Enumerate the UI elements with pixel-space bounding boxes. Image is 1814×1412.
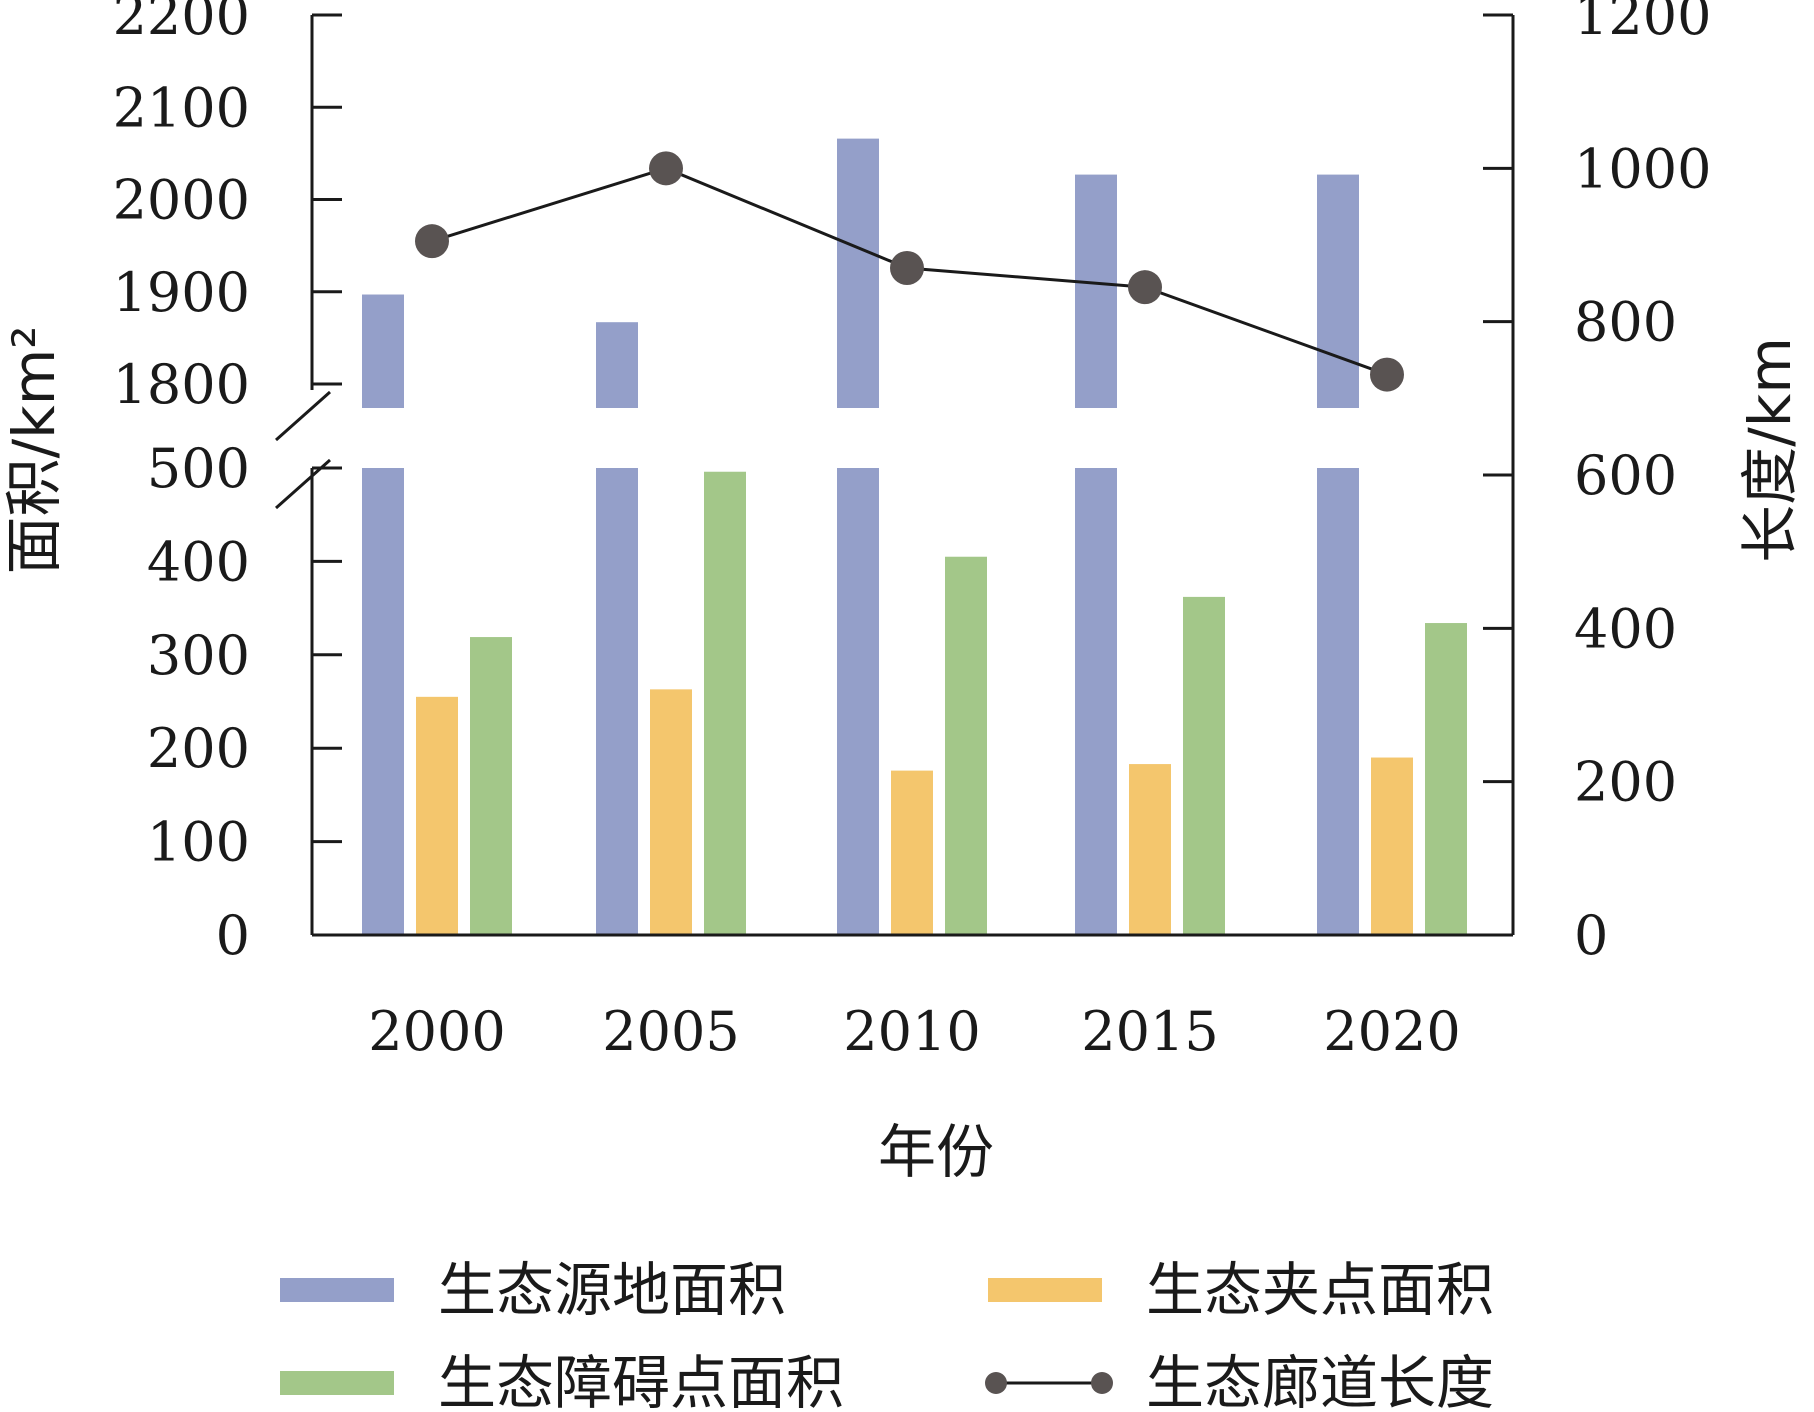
left-tick-label-2200: 2200	[113, 0, 250, 47]
left-tick-label-2000: 2000	[113, 169, 250, 232]
legend-swatch-0	[280, 1278, 394, 1302]
left-tick-label-500: 500	[147, 437, 250, 500]
bars-layer	[362, 138, 1467, 935]
right-tick-label-600: 600	[1574, 444, 1677, 507]
x-tick-label-2005: 2005	[602, 1000, 739, 1063]
line-point-2000	[415, 224, 449, 259]
bar-1-2020	[1371, 757, 1413, 935]
right-tick-label-1200: 1200	[1574, 0, 1711, 47]
bar-1-2000	[416, 696, 458, 935]
y-axis-title-left: 面积/km²	[0, 326, 68, 575]
legend-swatch-2	[280, 1371, 394, 1395]
right-tick-label-1000: 1000	[1574, 137, 1711, 200]
x-tick-label-2000: 2000	[368, 1000, 505, 1063]
x-tick-label-2010: 2010	[843, 1000, 980, 1063]
bar-0-2005-lower	[596, 468, 638, 935]
bar-1-2010	[891, 770, 933, 935]
bar-1-2005	[650, 689, 692, 935]
bar-2-2005	[704, 471, 746, 935]
legend-label-3: 生态廊道长度	[1146, 1349, 1494, 1412]
line-layer	[415, 151, 1404, 392]
bar-0-2020-lower	[1317, 468, 1359, 935]
legend-label-0: 生态源地面积	[438, 1256, 786, 1324]
bar-2-2000	[470, 637, 512, 935]
bar-0-2010-upper	[837, 138, 879, 409]
legend-label-2: 生态障碍点面积	[438, 1349, 844, 1412]
bar-0-2020-upper	[1317, 174, 1359, 408]
right-tick-label-0: 0	[1574, 904, 1608, 967]
left-tick-label-1800: 1800	[113, 353, 250, 416]
x-axis-title: 年份	[878, 1118, 994, 1186]
left-tick-label-400: 400	[147, 530, 250, 593]
legend-marker-start-3	[985, 1372, 1007, 1394]
left-tick-label-2100: 2100	[113, 76, 250, 139]
bar-1-2015	[1129, 764, 1171, 935]
right-tick-label-200: 200	[1574, 751, 1677, 814]
bar-0-2015-upper	[1075, 174, 1117, 408]
legend-marker-end-3	[1091, 1372, 1113, 1394]
y-axis-title-right: 长度/km	[1736, 337, 1804, 563]
line-point-2010	[890, 251, 924, 285]
left-tick-label-0: 0	[216, 904, 250, 967]
left-tick-label-300: 300	[147, 624, 250, 687]
bar-0-2010-lower	[837, 468, 879, 935]
left-tick-label-1900: 1900	[113, 261, 250, 324]
axis-break-mark	[275, 390, 331, 510]
line-point-2015	[1128, 270, 1162, 305]
legend-swatch-1	[988, 1278, 1102, 1302]
left-tick-label-200: 200	[147, 717, 250, 780]
right-tick-label-800: 800	[1574, 291, 1677, 354]
bar-0-2005-upper	[596, 322, 638, 408]
legend-label-1: 生态夹点面积	[1146, 1256, 1494, 1324]
bar-0-2015-lower	[1075, 468, 1117, 935]
ticks-layer: 0 100 200 300 400 500 1800 1900 2000 2100 2200 0 200…	[113, 0, 1712, 1063]
line-point-2020	[1370, 357, 1404, 392]
right-tick-label-400: 400	[1574, 597, 1677, 660]
left-tick-label-100: 100	[147, 811, 250, 874]
line-point-2005	[649, 151, 683, 186]
x-tick-label-2015: 2015	[1081, 1000, 1218, 1063]
bar-2-2015	[1183, 596, 1225, 935]
bar-2-2010	[945, 556, 987, 935]
bar-2-2020	[1425, 623, 1467, 935]
x-tick-label-2020: 2020	[1323, 1000, 1460, 1063]
bar-0-2000-upper	[362, 294, 404, 408]
bar-0-2000-lower	[362, 468, 404, 935]
